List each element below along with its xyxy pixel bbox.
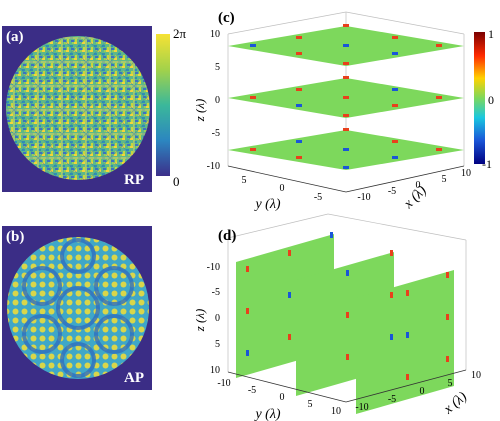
panel-c-z-tick: 0 — [215, 95, 220, 106]
panel-a-tag: RP — [124, 172, 144, 188]
panel-d-x-tick: 0 — [420, 386, 425, 397]
panel-d-z-tick: 5 — [215, 339, 220, 350]
phase-colorbar-max-label: 2π — [173, 26, 187, 41]
panel-d-x-tick: -5 — [388, 394, 396, 405]
panel-c-z-tick: 5 — [215, 62, 220, 73]
panel-c-x-tick: 5 — [442, 174, 447, 185]
phase-mask-ap: (b) AP — [2, 226, 152, 390]
panel-c-peaks — [250, 24, 442, 169]
panel-d-z-tick: 10 — [210, 365, 220, 376]
panel-d-plane-right — [356, 270, 454, 414]
panel-a-label: (a) — [6, 29, 24, 45]
panel-c-y-tick: 0 — [280, 183, 285, 194]
panel-c-x-tick: 0 — [416, 180, 421, 191]
panel-c-plot: 10 5 0 -5 -10 z (λ) 5 0 -5 y (λ) -10 -5 … — [196, 10, 471, 212]
field-colorbar-tick: -1 — [482, 157, 492, 171]
panel-d-x-tick: 5 — [448, 378, 453, 389]
panel-c-x-tick: 10 — [461, 168, 471, 179]
panel-d-y-tick: 10 — [331, 406, 341, 417]
panel-d-z-tick: -10 — [207, 262, 220, 273]
panel-c-y-tick: 5 — [242, 175, 247, 186]
field-colorbar — [474, 32, 485, 164]
panel-c-x-tick: -10 — [357, 192, 370, 203]
phase-colorbar-min-label: 0 — [173, 174, 180, 189]
panel-c-z-tick: -10 — [207, 161, 220, 172]
panel-b-label: (b) — [6, 229, 25, 245]
panel-d-plot: -10 -5 0 5 10 z (λ) -10 -5 0 5 10 y (λ) … — [196, 213, 481, 421]
panel-c-y-tick: -5 — [314, 192, 322, 203]
field-colorbar-tick: 0 — [488, 93, 494, 107]
panel-d-y-tick: 5 — [308, 399, 313, 410]
field-colorbar-tick: 1 — [488, 27, 494, 41]
panel-c-label: (c) — [218, 10, 235, 26]
panel-c-y-axis-label: y (λ) — [253, 197, 280, 212]
panel-d-y-axis-label: y (λ) — [253, 407, 280, 421]
panel-d-z-axis-label: z (λ) — [196, 309, 207, 333]
panel-c-x-axis-label: x (λ) — [401, 183, 430, 212]
panel-b-tag: AP — [124, 370, 144, 386]
panel-c-x-tick: -5 — [388, 186, 396, 197]
panel-d-x-axis-label: x (λ) — [441, 389, 471, 417]
panel-d-y-tick: -5 — [248, 385, 256, 396]
panel-d-x-tick: 10 — [471, 370, 481, 381]
panel-d-peaks — [246, 232, 449, 380]
panel-d-z-tick: 0 — [215, 313, 220, 324]
phase-colorbar — [156, 34, 170, 176]
panel-d-y-tick: -10 — [217, 378, 230, 389]
panel-d-y-tick: 0 — [280, 392, 285, 403]
panel-d-z-tick: -5 — [212, 287, 220, 298]
panel-d-label: (d) — [218, 228, 236, 244]
panel-c-z-axis-label: z (λ) — [196, 99, 207, 123]
panel-d-x-tick: -10 — [355, 402, 368, 413]
panel-c-z-tick: -5 — [212, 128, 220, 139]
phase-mask-rp: (a) RP — [2, 26, 152, 192]
panel-c-z-tick: 10 — [210, 29, 220, 40]
